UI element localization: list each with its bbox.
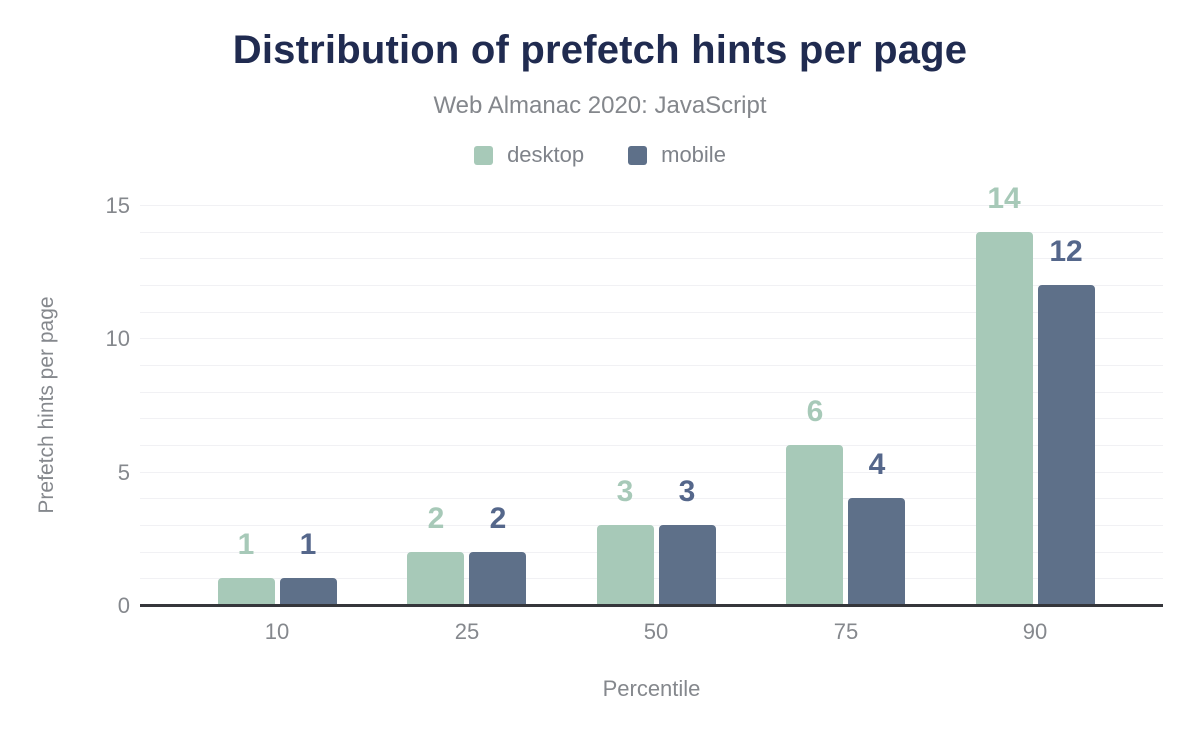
- gridline-7: [140, 418, 1163, 419]
- gridline-13: [140, 258, 1163, 259]
- bar-mobile-p50: [659, 525, 716, 605]
- legend-swatch-mobile-icon: [628, 145, 648, 165]
- bar-value-label-desktop-p10: 1: [237, 528, 255, 561]
- bar-desktop-p50: [597, 525, 654, 605]
- y-tick-label-5: 5: [117, 460, 130, 485]
- gridline-5: [140, 472, 1163, 473]
- x-tick-label-25: 25: [454, 619, 480, 644]
- bar-value-label-mobile-p50: 3: [678, 475, 696, 508]
- gridline-11: [140, 312, 1163, 313]
- gridline-6: [140, 445, 1163, 446]
- bar-desktop-p90: [976, 232, 1033, 605]
- legend-label-mobile: mobile: [661, 142, 726, 167]
- y-tick-label-0: 0: [117, 593, 130, 618]
- bar-mobile-p25: [469, 552, 526, 605]
- bar-mobile-p75: [848, 498, 905, 605]
- gridline-12: [140, 285, 1163, 286]
- y-tick-label-15: 15: [105, 193, 130, 218]
- bar-value-label-desktop-p25: 2: [427, 502, 445, 535]
- bar-value-label-desktop-p90: 14: [987, 182, 1021, 215]
- gridline-8: [140, 392, 1163, 393]
- x-tick-label-90: 90: [1022, 619, 1048, 644]
- bar-value-label-mobile-p25: 2: [489, 502, 507, 535]
- bar-desktop-p25: [407, 552, 464, 605]
- x-tick-label-75: 75: [833, 619, 859, 644]
- legend-swatch-desktop-icon: [474, 145, 494, 165]
- bar-value-label-mobile-p90: 12: [1049, 235, 1083, 268]
- gridline-4: [140, 498, 1163, 499]
- bar-desktop-p75: [786, 445, 843, 605]
- x-axis-title: Percentile: [602, 676, 701, 701]
- bar-mobile-p10: [280, 578, 337, 605]
- gridline-9: [140, 365, 1163, 366]
- bar-value-label-desktop-p50: 3: [616, 475, 634, 508]
- chart-title: Distribution of prefetch hints per page: [232, 28, 968, 72]
- x-axis-line: [140, 604, 1163, 607]
- legend-label-desktop: desktop: [507, 142, 585, 167]
- chart-legend: desktop mobile: [0, 142, 1200, 168]
- legend-item-desktop[interactable]: desktop: [474, 142, 584, 168]
- chart-subtitle: Web Almanac 2020: JavaScript: [433, 92, 767, 119]
- legend-item-mobile[interactable]: mobile: [628, 142, 726, 168]
- x-tick-label-10: 10: [264, 619, 290, 644]
- x-tick-label-50: 50: [643, 619, 669, 644]
- y-axis-title: Prefetch hints per page: [35, 296, 58, 514]
- bar-mobile-p90: [1038, 285, 1095, 605]
- bar-value-label-mobile-p10: 1: [299, 528, 317, 561]
- gridline-15: [140, 205, 1163, 206]
- gridline-14: [140, 232, 1163, 233]
- y-tick-label-10: 10: [105, 326, 130, 351]
- bar-desktop-p10: [218, 578, 275, 605]
- gridline-10: [140, 338, 1163, 339]
- bar-value-label-mobile-p75: 4: [868, 448, 886, 481]
- bar-value-label-desktop-p75: 6: [806, 395, 824, 428]
